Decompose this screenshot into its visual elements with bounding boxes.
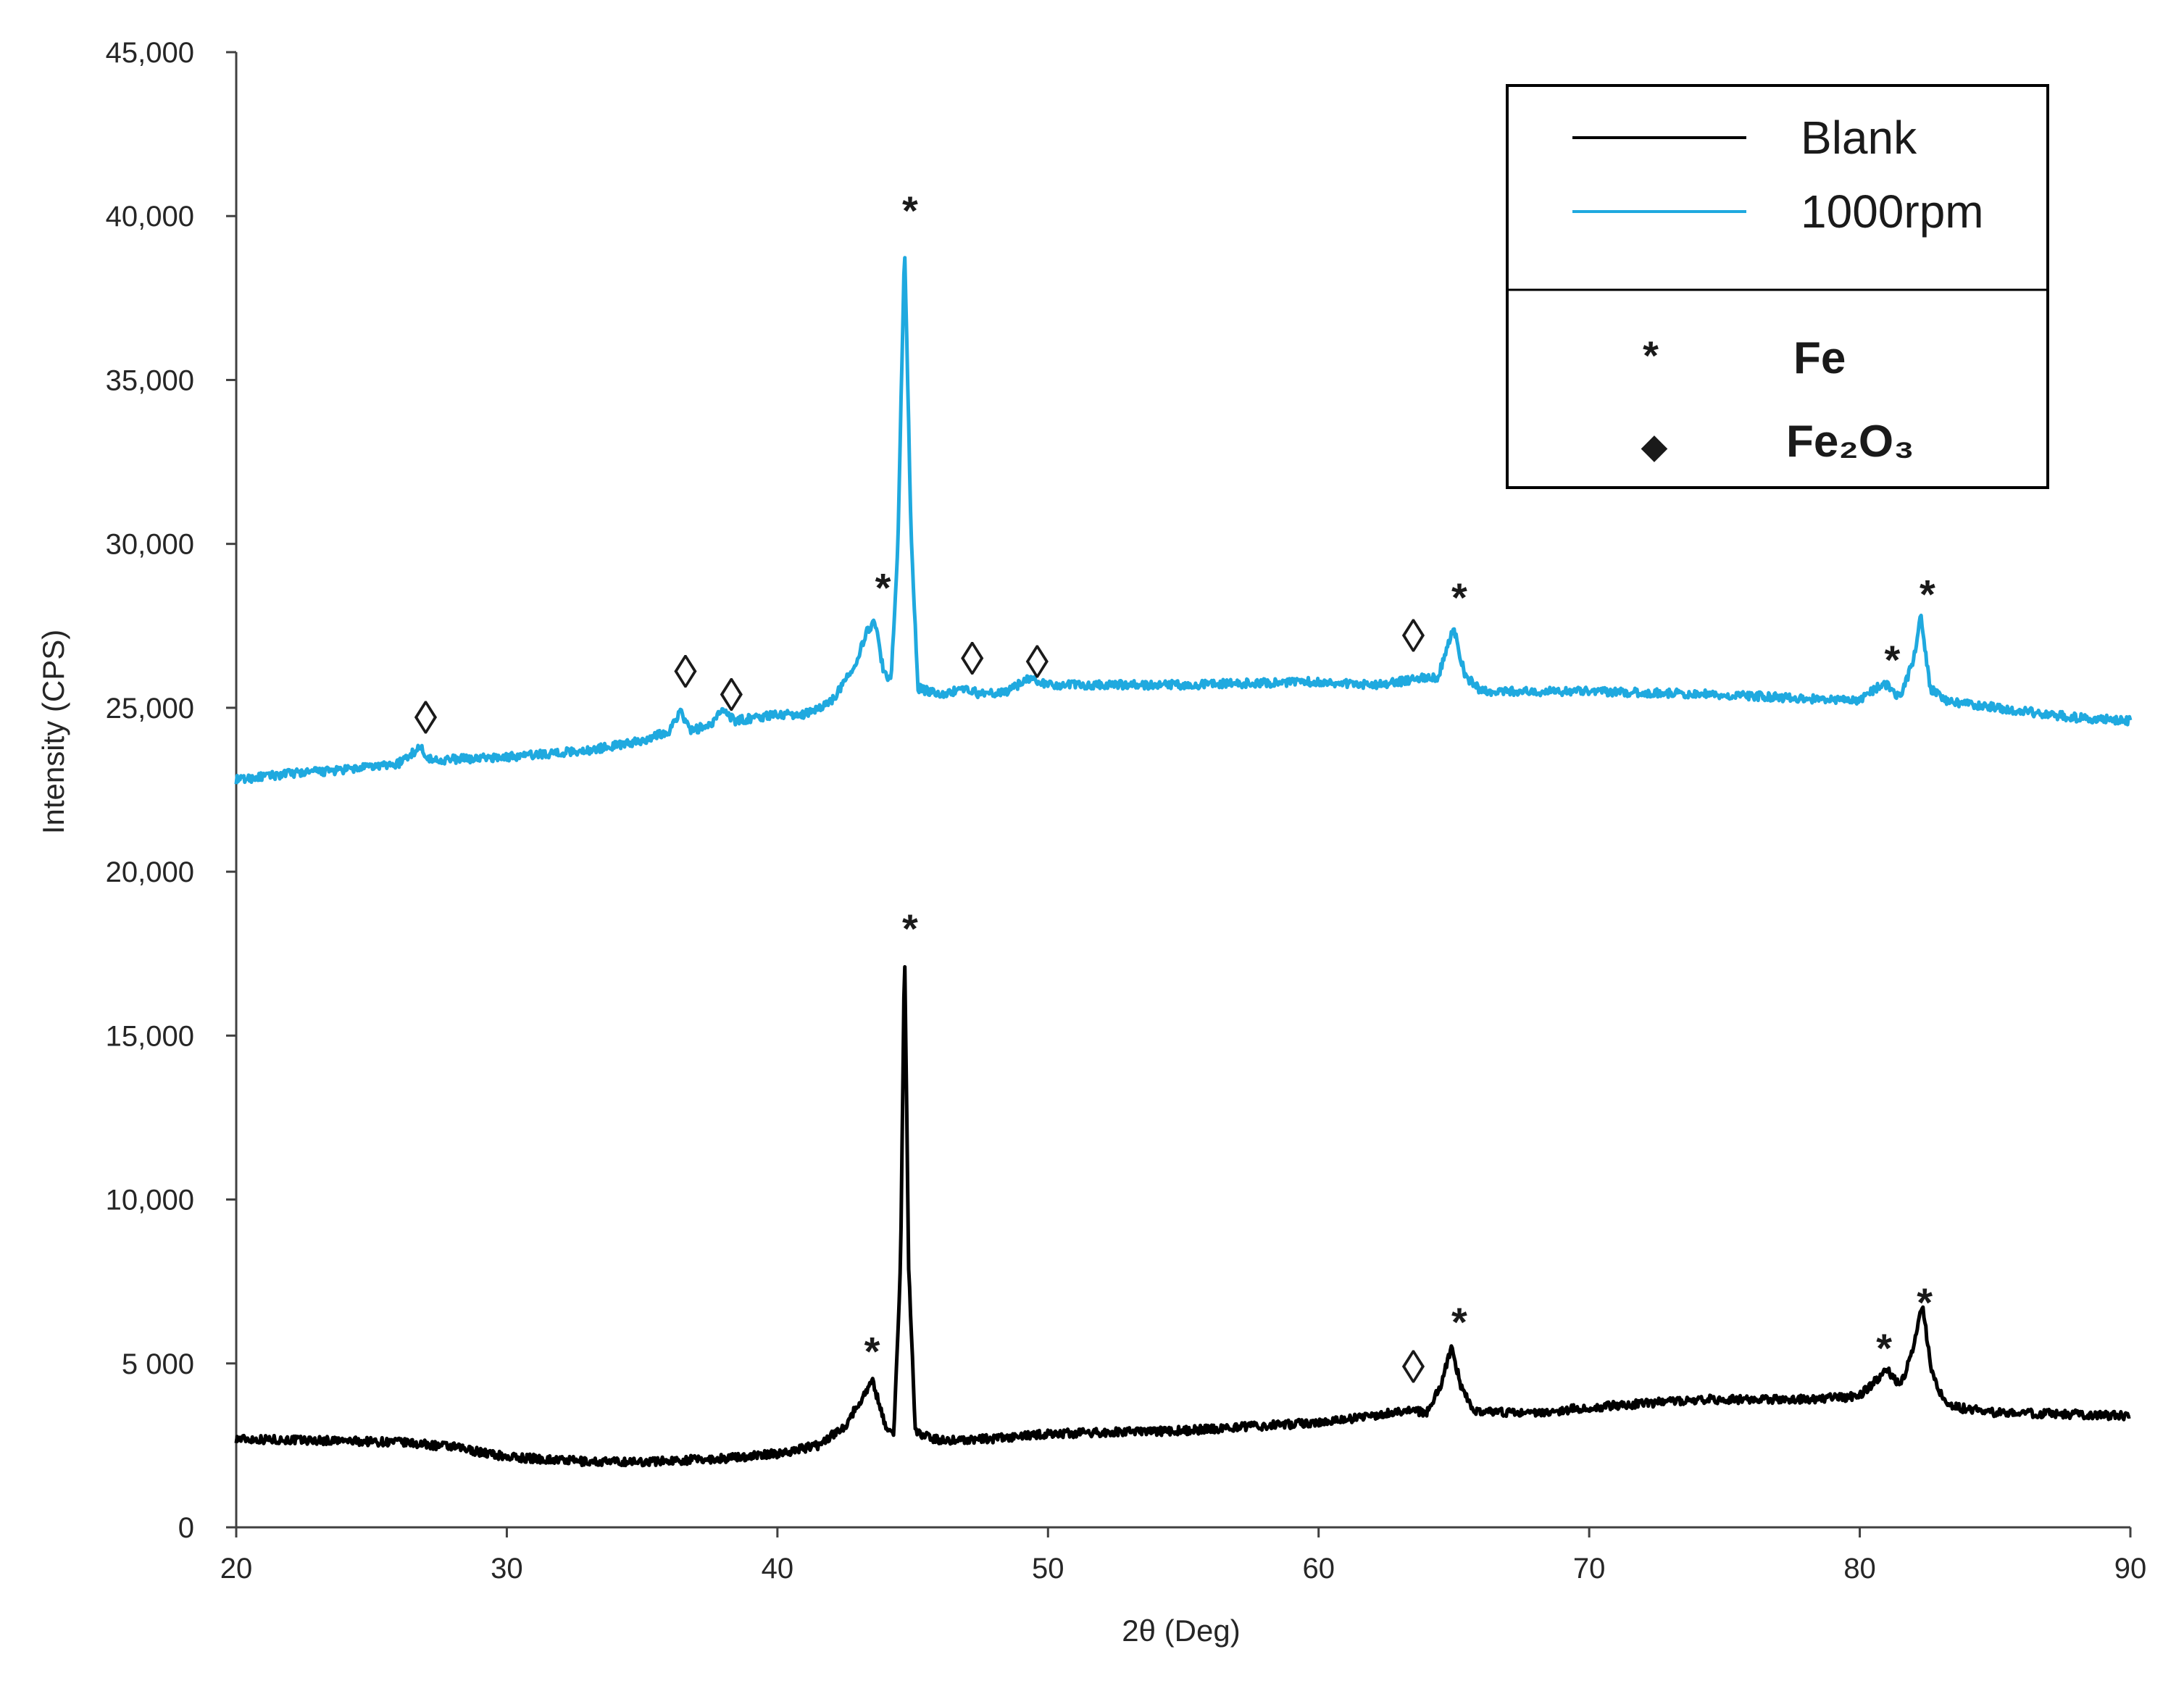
legend-label-1000rpm: 1000rpm — [1801, 185, 1984, 238]
y-tick-label: 30,000 — [106, 529, 194, 561]
y-tick-label: 25,000 — [106, 693, 194, 725]
y-tick-label: 10,000 — [106, 1185, 194, 1216]
y-tick-label: 40,000 — [106, 201, 194, 233]
legend: Blank 1000rpm * Fe ◆ Fe₂O₃ — [1506, 84, 2049, 489]
fe-marker: * — [1917, 1280, 1933, 1325]
y-tick-label: 0 — [178, 1512, 194, 1544]
series-layer — [234, 256, 2133, 1468]
fe2o3-marker: ◊ — [1402, 609, 1425, 662]
legend-box — [1506, 84, 2049, 489]
legend-symbol-fe2o3: ◆ — [1641, 427, 1668, 466]
y-tick-label: 5 000 — [122, 1348, 194, 1380]
fe-marker: * — [1451, 575, 1467, 620]
legend-label-fe: Fe — [1793, 333, 1846, 383]
x-tick-label: 20 — [220, 1553, 253, 1585]
x-tick-label: 70 — [1573, 1553, 1606, 1585]
x-tick-label: 50 — [1032, 1553, 1064, 1585]
fe2o3-marker: ◊ — [674, 646, 697, 698]
fe-marker: * — [875, 564, 891, 610]
legend-label-fe2o3: Fe₂O₃ — [1786, 417, 1914, 467]
fe-marker: * — [1451, 1299, 1467, 1345]
fe-marker: * — [1884, 637, 1900, 683]
fe2o3-marker: ◊ — [961, 633, 984, 685]
legend-symbol-fe: * — [1643, 333, 1659, 378]
legend-label-blank: Blank — [1801, 112, 1917, 164]
fe2o3-marker: ◊ — [720, 669, 743, 721]
fe-marker: * — [902, 906, 918, 951]
x-tick-label: 90 — [2114, 1553, 2147, 1585]
y-tick-label: 35,000 — [106, 364, 194, 396]
fe2o3-marker: ◊ — [414, 691, 438, 743]
x-tick-label: 80 — [1843, 1553, 1876, 1585]
fe2o3-marker: ◊ — [1402, 1340, 1425, 1393]
x-tick-label: 60 — [1302, 1553, 1335, 1585]
axes: 20 30 40 50 60 70 80 90 0 5 000 10,000 15,000 20,000… — [106, 37, 2147, 1585]
annotation-layer: ◊ ◊ ◊ * * ◊ ◊ ◊ * * * * * ◊ * * * — [414, 188, 1935, 1393]
y-tick-label: 15,000 — [106, 1020, 194, 1052]
x-tick-label: 30 — [491, 1553, 523, 1585]
series-line-blank — [234, 965, 2132, 1468]
fe2o3-marker: ◊ — [1026, 636, 1049, 688]
fe-marker: * — [1876, 1325, 1892, 1371]
y-tick-label: 45,000 — [106, 37, 194, 69]
x-axis-title: 2θ (Deg) — [1122, 1614, 1240, 1648]
fe-marker: * — [864, 1329, 880, 1374]
series-line-1000rpm — [234, 256, 2133, 785]
y-axis-title: Intensity (CPS) — [36, 630, 70, 834]
fe-marker: * — [902, 188, 918, 233]
fe-marker: * — [1920, 571, 1935, 617]
y-tick-label: 20,000 — [106, 856, 194, 888]
x-tick-label: 40 — [762, 1553, 794, 1585]
